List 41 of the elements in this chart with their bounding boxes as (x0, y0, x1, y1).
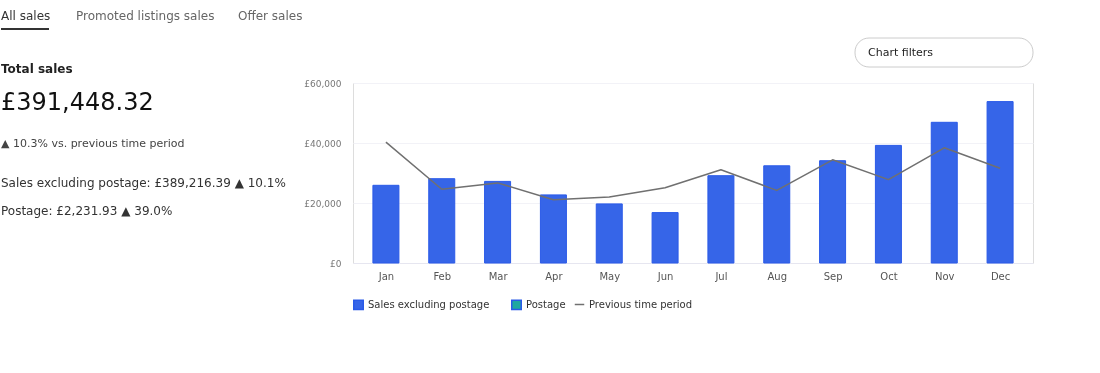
y-tick-label: £40,000 (304, 138, 342, 149)
y-tick-label: £20,000 (304, 198, 342, 209)
text: Sales excluding postage: £389,216.39 ▲ 10.1% (1, 176, 286, 190)
bar (595, 203, 623, 264)
bar (819, 160, 847, 264)
legend-label: Postage (526, 298, 566, 310)
bar (651, 212, 679, 264)
bar (372, 184, 400, 264)
text: £391,448.32 (1, 88, 154, 116)
line-series (385, 141, 1001, 201)
x-tick-label: Sep (823, 270, 843, 282)
text: All sales (1, 9, 51, 23)
bar (986, 101, 1014, 264)
y-tick-label: £0 (330, 258, 342, 269)
x-tick-label: Mar (488, 270, 509, 282)
bar (763, 165, 791, 264)
text: Promoted listings sales (76, 9, 215, 23)
bar (707, 175, 735, 264)
text: Postage: £2,231.93 ▲ 39.0% (1, 204, 173, 218)
x-tick-label: Dec (990, 270, 1011, 282)
x-tick-label: Oct (880, 270, 898, 282)
text: Offer sales (238, 9, 303, 23)
text: ▲ 10.3% vs. previous time period (1, 137, 185, 150)
bar (428, 178, 456, 264)
bar (874, 144, 902, 264)
text: Total sales (1, 62, 73, 76)
x-tick-label: Feb (433, 270, 452, 282)
legend-label: Previous time period (589, 298, 693, 310)
bar (930, 121, 958, 264)
y-tick-label: £60,000 (304, 78, 342, 89)
x-tick-label: Nov (934, 270, 955, 282)
bar (484, 180, 512, 264)
x-tick-label: Apr (545, 270, 564, 282)
x-tick-label: May (599, 270, 621, 282)
legend-label: Sales excluding postage (368, 298, 490, 310)
text: Chart filters (868, 46, 934, 59)
x-tick-label: Jun (656, 270, 674, 282)
x-tick-label: Jul (714, 270, 728, 282)
bar (539, 194, 567, 264)
x-tick-label: Jan (377, 270, 395, 282)
x-tick-label: Aug (767, 270, 788, 282)
